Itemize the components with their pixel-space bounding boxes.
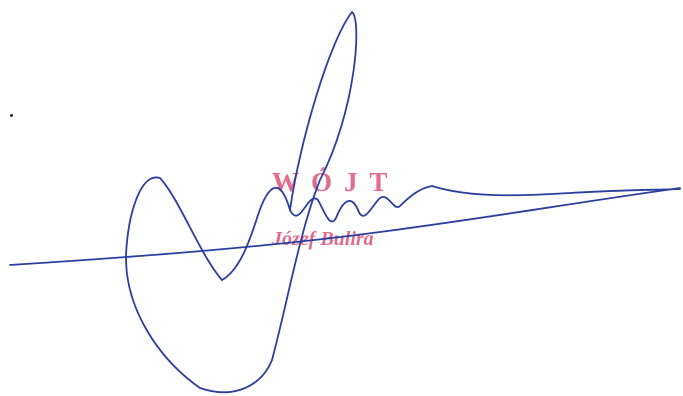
signature-left-loop: [125, 176, 273, 393]
signature-main-stroke: [221, 11, 358, 361]
signature-trailing-stroke: [431, 185, 681, 197]
stamp-title: WÓJT: [272, 167, 400, 197]
signature-wave-stroke: [289, 185, 433, 223]
stray-mark: [10, 114, 13, 117]
signature-baseline-stroke: [9, 187, 681, 266]
